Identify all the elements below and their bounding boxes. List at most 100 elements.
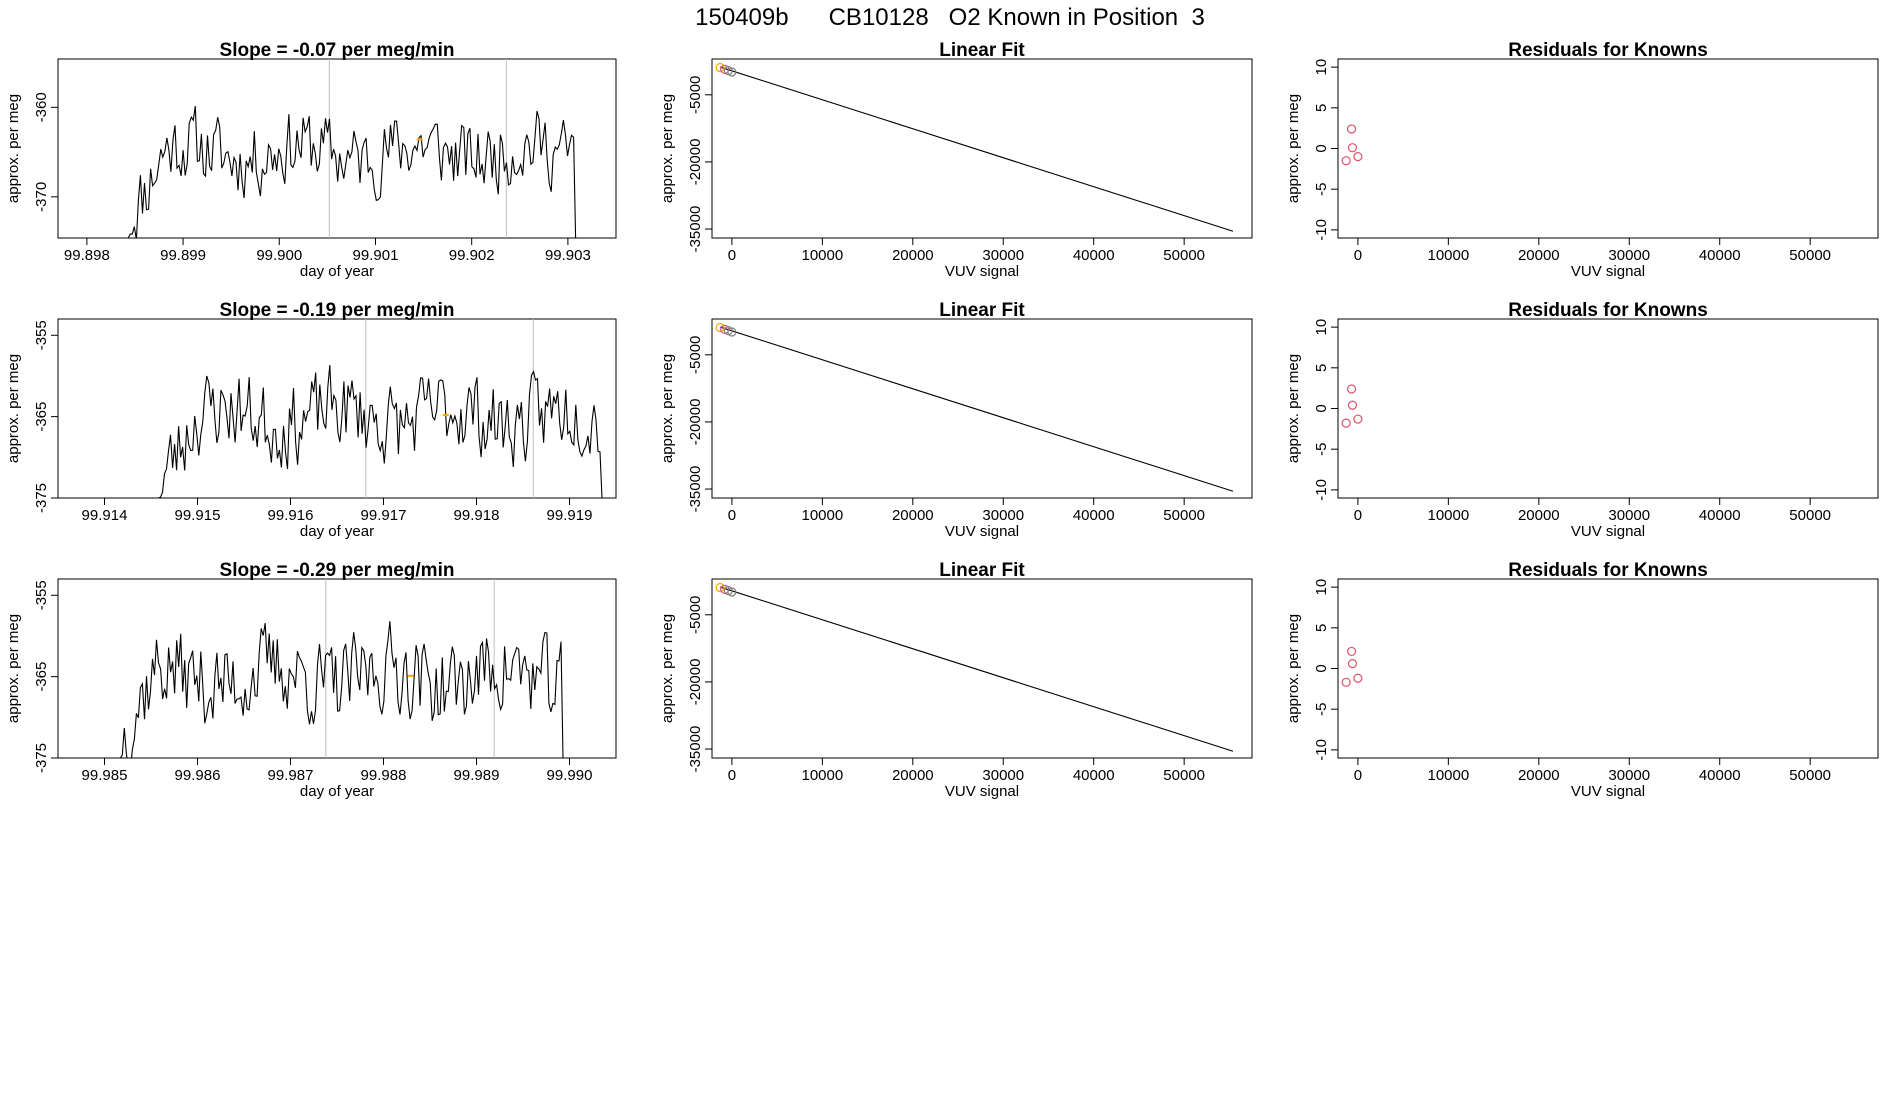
x-tick-label: 40000 bbox=[1073, 247, 1115, 264]
data-point bbox=[1353, 414, 1363, 424]
x-tick-label: 99.901 bbox=[353, 247, 399, 264]
x-axis-label: day of year bbox=[300, 523, 374, 540]
x-tick-label: 10000 bbox=[1427, 767, 1469, 784]
y-tick-label: -365 bbox=[33, 662, 50, 692]
x-tick-label: 40000 bbox=[1699, 507, 1741, 524]
x-tick-label: 99.917 bbox=[361, 507, 407, 524]
x-tick-label: 99.900 bbox=[256, 247, 302, 264]
y-tick-label: -10 bbox=[1313, 479, 1330, 501]
x-tick-label: 99.918 bbox=[454, 507, 500, 524]
panel-3-1: Slope = -0.29 per meg/min 99.985 99.986 99.… bbox=[5, 560, 617, 800]
y-tick-label: -355 bbox=[33, 580, 50, 610]
series-line bbox=[119, 621, 564, 758]
page-title: 150409b CB10128 O2 Known in Position 3 bbox=[695, 4, 1205, 31]
x-tick-label: 0 bbox=[1354, 247, 1362, 264]
x-tick-label: 30000 bbox=[982, 247, 1024, 264]
x-tick-label: 40000 bbox=[1699, 767, 1741, 784]
panel-2-2: Linear Fit 0 10000 20000 30000 40000 50000 VUV … bbox=[659, 300, 1253, 540]
fit-line bbox=[719, 66, 1234, 232]
x-tick-label: 99.990 bbox=[547, 767, 593, 784]
data-layer bbox=[715, 62, 1234, 232]
data-point bbox=[1353, 152, 1363, 162]
x-tick-label: 20000 bbox=[892, 767, 934, 784]
x-tick-label: 10000 bbox=[801, 767, 843, 784]
plot-frame bbox=[1337, 578, 1879, 759]
series-line bbox=[127, 106, 577, 238]
data-point bbox=[1341, 418, 1351, 428]
chart-title: Slope = -0.29 per meg/min bbox=[220, 560, 455, 581]
x-tick-label: 10000 bbox=[801, 247, 843, 264]
plot-frame bbox=[57, 318, 617, 499]
x-tick-label: 99.903 bbox=[545, 247, 591, 264]
x-tick-label: 0 bbox=[728, 247, 736, 264]
y-axis-label: approx. per meg bbox=[659, 614, 676, 723]
data-layer bbox=[58, 579, 564, 758]
y-axis-label: approx. per meg bbox=[659, 94, 676, 203]
y-tick-label: -5000 bbox=[687, 76, 704, 114]
chart-title: Linear Fit bbox=[939, 300, 1025, 321]
x-tick-label: 20000 bbox=[1518, 247, 1560, 264]
data-point bbox=[727, 67, 737, 77]
y-tick-label: -5 bbox=[1313, 703, 1330, 716]
x-tick-label: 40000 bbox=[1699, 247, 1741, 264]
data-point bbox=[1346, 124, 1357, 134]
x-tick-label: 50000 bbox=[1163, 247, 1205, 264]
x-tick-label: 99.902 bbox=[449, 247, 495, 264]
x-tick-label: 50000 bbox=[1163, 507, 1205, 524]
data-point bbox=[1347, 659, 1358, 669]
data-layer bbox=[715, 582, 1234, 752]
x-tick-label: 30000 bbox=[1608, 507, 1650, 524]
x-tick-label: 99.988 bbox=[361, 767, 407, 784]
y-tick-label: -5 bbox=[1313, 443, 1330, 456]
x-tick-label: 10000 bbox=[1427, 507, 1469, 524]
y-tick-label: 10 bbox=[1313, 579, 1330, 596]
x-tick-label: 30000 bbox=[1608, 767, 1650, 784]
x-axis-label: day of year bbox=[300, 783, 374, 800]
y-tick-label: -35000 bbox=[687, 466, 704, 513]
x-tick-label: 40000 bbox=[1073, 767, 1115, 784]
y-tick-label: 0 bbox=[1313, 404, 1330, 412]
data-layer bbox=[1341, 646, 1363, 687]
x-tick-label: 99.899 bbox=[160, 247, 206, 264]
y-tick-label: -20000 bbox=[687, 399, 704, 446]
y-tick-label: -5000 bbox=[687, 336, 704, 374]
plot-frame bbox=[711, 578, 1253, 759]
x-tick-label: 10000 bbox=[801, 507, 843, 524]
y-tick-label: -20000 bbox=[687, 659, 704, 706]
y-tick-label: -35000 bbox=[687, 206, 704, 253]
x-tick-label: 20000 bbox=[892, 247, 934, 264]
plot-frame bbox=[711, 58, 1253, 239]
x-tick-label: 99.986 bbox=[175, 767, 221, 784]
data-point bbox=[1341, 156, 1351, 166]
x-tick-label: 30000 bbox=[982, 507, 1024, 524]
x-tick-label: 0 bbox=[728, 767, 736, 784]
y-axis-label: approx. per meg bbox=[659, 354, 676, 463]
panel-1-3: Residuals for Knowns 0 10000 20000 30000 4000… bbox=[1285, 40, 1879, 280]
x-tick-label: 99.985 bbox=[82, 767, 128, 784]
y-tick-label: 5 bbox=[1313, 624, 1330, 632]
x-axis-label: VUV signal bbox=[1571, 783, 1645, 800]
x-tick-label: 99.915 bbox=[175, 507, 221, 524]
x-tick-label: 99.914 bbox=[82, 507, 128, 524]
data-layer bbox=[58, 59, 577, 238]
x-tick-label: 20000 bbox=[1518, 507, 1560, 524]
y-tick-label: 5 bbox=[1313, 364, 1330, 372]
x-tick-label: 0 bbox=[728, 507, 736, 524]
x-tick-label: 50000 bbox=[1789, 247, 1831, 264]
x-tick-label: 99.987 bbox=[268, 767, 314, 784]
data-point bbox=[1353, 673, 1363, 683]
chart-title: Residuals for Knowns bbox=[1508, 300, 1708, 321]
y-tick-label: -375 bbox=[33, 483, 50, 513]
x-axis-label: VUV signal bbox=[945, 523, 1019, 540]
chart-title: Residuals for Knowns bbox=[1508, 560, 1708, 581]
data-point bbox=[1341, 677, 1351, 687]
y-axis-label: approx. per meg bbox=[1285, 354, 1302, 463]
panel-2-1: Slope = -0.19 per meg/min 99.914 99.915 99.… bbox=[5, 300, 617, 540]
data-layer bbox=[1341, 124, 1363, 166]
chart-title: Residuals for Knowns bbox=[1508, 40, 1708, 61]
panel-1-2: Linear Fit 0 10000 20000 30000 40000 50000 VUV … bbox=[659, 40, 1253, 280]
plot-frame bbox=[1337, 58, 1879, 239]
plot-frame bbox=[1337, 318, 1879, 499]
panel-3-3: Residuals for Knowns 0 10000 20000 30000 4000… bbox=[1285, 560, 1879, 800]
